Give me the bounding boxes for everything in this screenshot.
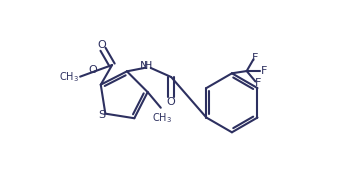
Text: F: F [261,66,267,76]
Text: $\mathregular{CH_3}$: $\mathregular{CH_3}$ [59,70,79,84]
Text: F: F [252,53,258,63]
Text: F: F [254,78,261,88]
Text: O: O [167,97,175,107]
Text: O: O [88,65,97,75]
Text: S: S [98,110,106,120]
Text: H: H [144,61,153,71]
Text: O: O [98,40,106,50]
Text: N: N [140,61,149,71]
Text: $\mathregular{CH_3}$: $\mathregular{CH_3}$ [152,111,172,125]
